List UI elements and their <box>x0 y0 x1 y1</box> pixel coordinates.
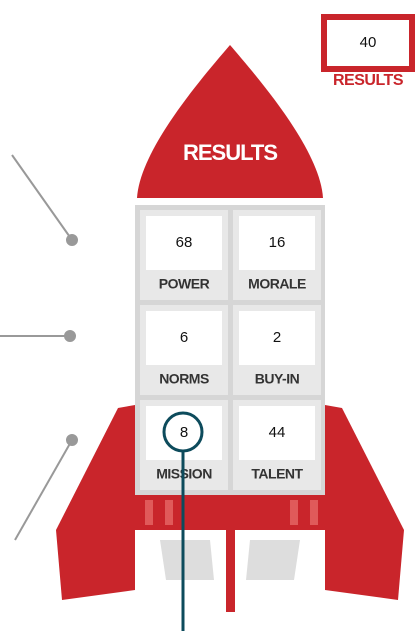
cell-value: 68 <box>176 234 193 251</box>
cell-label: TALENT <box>251 466 303 482</box>
rocket-diagram: 40 RESULTS RESULTS 68 POWER 16 MORALE 6 NORMS… <box>0 0 416 631</box>
results-label: RESULTS <box>333 72 404 89</box>
cell-label: MORALE <box>248 276 306 292</box>
nose-label: RESULTS <box>183 140 277 165</box>
cell-label: NORMS <box>159 371 209 387</box>
connector-lines <box>0 155 77 540</box>
engine-right <box>246 540 300 580</box>
cell-value: 8 <box>180 424 188 441</box>
exhaust <box>226 530 235 612</box>
results-value: 40 <box>360 34 377 51</box>
cell-value: 2 <box>273 329 281 346</box>
cell-label: POWER <box>159 276 210 292</box>
cell-value: 6 <box>180 329 188 346</box>
cell-label: BUY-IN <box>255 371 300 387</box>
right-fin <box>325 405 404 600</box>
cell-value: 44 <box>269 424 286 441</box>
engine-left <box>160 540 214 580</box>
nose-cone <box>137 45 323 198</box>
cell-value: 16 <box>269 234 286 251</box>
left-fin <box>56 405 135 600</box>
